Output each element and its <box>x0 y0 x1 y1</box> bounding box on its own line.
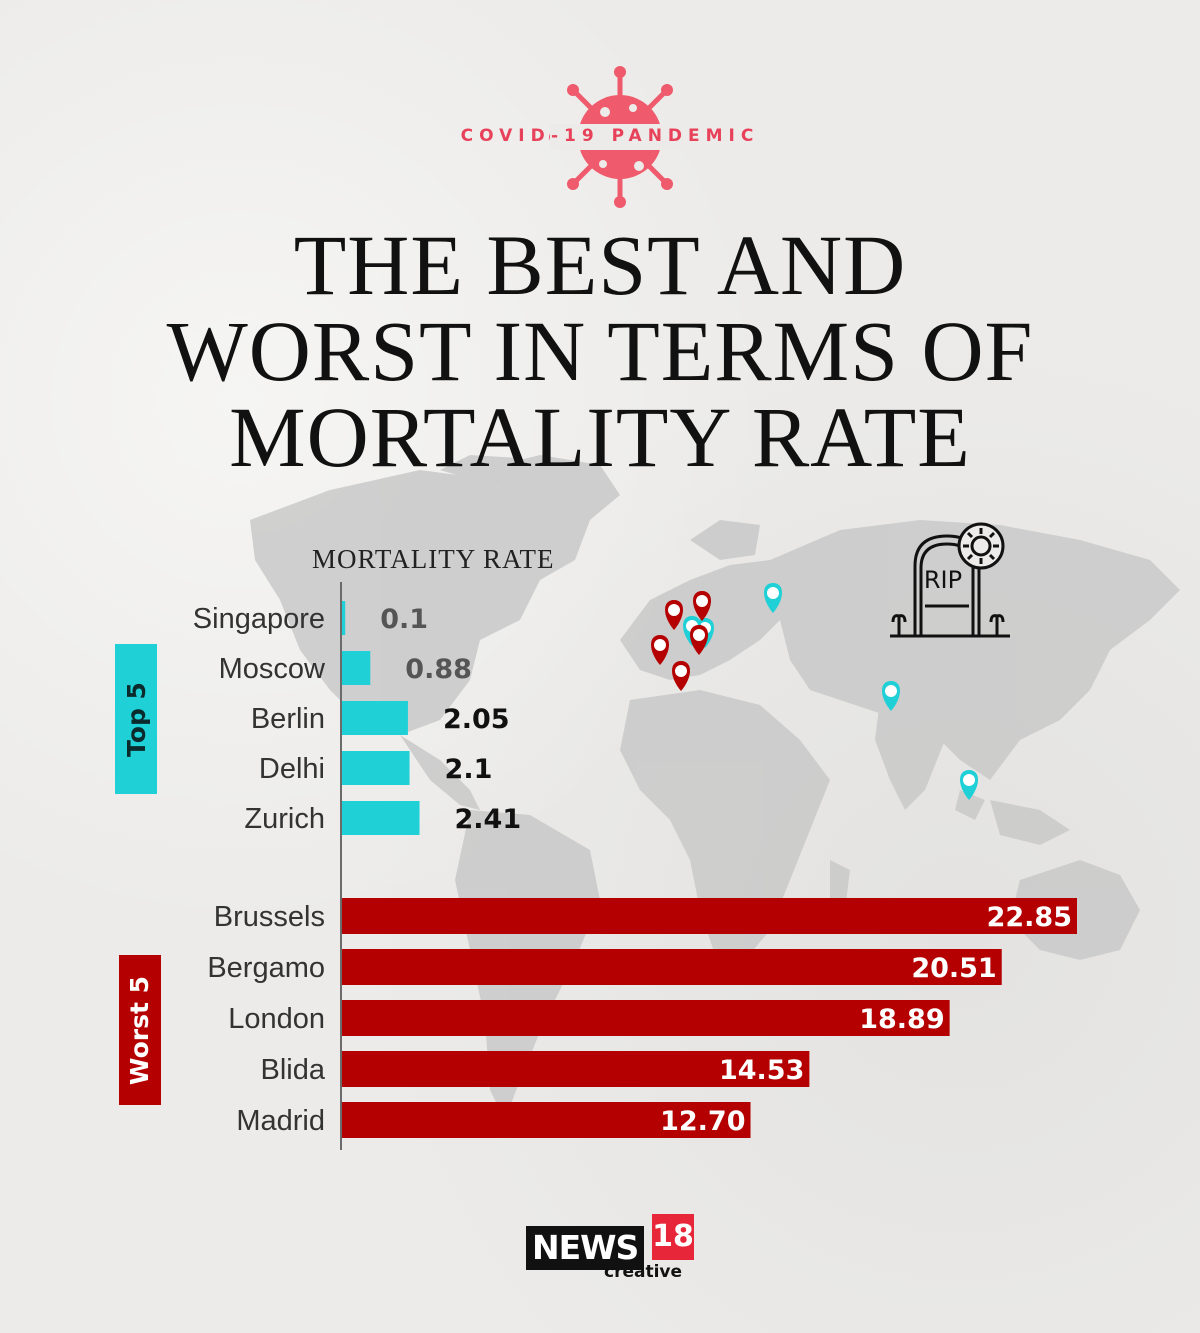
category-label: Bergamo <box>207 952 325 984</box>
red-star-pin-icon <box>665 600 683 630</box>
bar <box>342 601 346 635</box>
title-line: WORST IN TERMS OF <box>166 303 1034 399</box>
red-star-pin-icon <box>690 625 708 655</box>
bar <box>342 751 410 785</box>
category-label: Delhi <box>259 753 325 785</box>
bar <box>342 898 1077 934</box>
value-label: 0.1 <box>380 604 428 635</box>
cyan-star-pin-icon <box>764 583 782 613</box>
cyan-star-pin-icon <box>960 770 978 800</box>
value-label: 2.1 <box>445 754 493 785</box>
category-label: London <box>228 1003 325 1035</box>
category-label: Brussels <box>214 901 325 933</box>
bar <box>342 801 420 835</box>
news18-logo: NEWS 18 creative <box>526 1212 696 1282</box>
category-label: Singapore <box>193 603 325 635</box>
title-line: THE BEST AND <box>293 217 907 313</box>
page-title: THE BEST AND WORST IN TERMS OF MORTALITY… <box>60 222 1140 480</box>
rip-text: RIP <box>924 566 962 594</box>
group-tag-top: Top 5 <box>115 644 157 794</box>
value-label: 18.89 <box>859 1004 944 1035</box>
bar <box>342 1102 751 1138</box>
category-label: Blida <box>261 1054 326 1086</box>
logo-number: 18 <box>652 1214 694 1260</box>
bar <box>342 949 1002 985</box>
category-label: Madrid <box>236 1105 325 1137</box>
rip-tombstone-icon: RIP <box>890 522 1010 638</box>
kicker-text: COVID-19 PANDEMIC <box>460 126 760 146</box>
value-label: 0.88 <box>405 654 472 685</box>
virus-icon <box>549 66 691 208</box>
value-label: 14.53 <box>719 1055 804 1086</box>
logo-sub: creative <box>604 1262 683 1282</box>
category-label: Zurich <box>244 803 325 835</box>
category-label: Berlin <box>251 703 325 735</box>
value-label: 2.41 <box>455 804 522 835</box>
map-pins <box>651 583 978 800</box>
axis-title: MORTALITY RATE <box>312 544 555 574</box>
kicker-block: COVID-19 PANDEMIC <box>440 62 780 212</box>
value-label: 12.70 <box>660 1106 745 1137</box>
bar <box>342 1051 810 1087</box>
bar <box>342 701 408 735</box>
logo-brand: NEWS <box>526 1226 645 1270</box>
red-star-pin-icon <box>651 635 669 665</box>
bar <box>342 1000 950 1036</box>
value-label: 22.85 <box>987 902 1072 933</box>
bar <box>342 651 371 685</box>
title-line: MORTALITY RATE <box>229 389 971 485</box>
value-label: 20.51 <box>911 953 996 984</box>
value-label: 2.05 <box>443 704 510 735</box>
red-star-pin-icon <box>672 661 690 691</box>
group-tag-worst: Worst 5 <box>119 955 161 1105</box>
category-label: Moscow <box>219 653 326 685</box>
red-star-pin-icon <box>693 591 711 621</box>
cyan-star-pin-icon <box>882 681 900 711</box>
